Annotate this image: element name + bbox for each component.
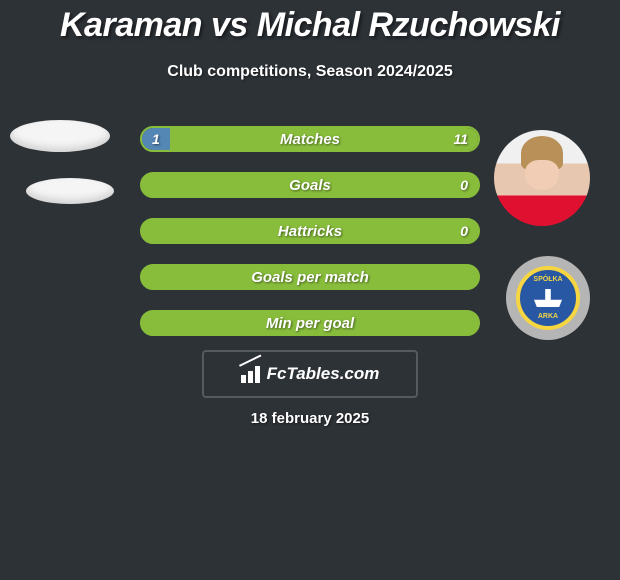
brand-box: FcTables.com: [202, 350, 418, 398]
stat-row: Matches111: [140, 126, 480, 152]
player-face-graphic: [494, 130, 590, 226]
club-logo-top-text: SPÓŁKA: [533, 276, 562, 283]
placeholder-shape-2: [26, 178, 114, 204]
stat-label: Goals per match: [142, 266, 478, 288]
stat-row: Goals0: [140, 172, 480, 198]
chart-logo-icon: [241, 365, 261, 383]
club-logo-ship-icon: [534, 289, 562, 307]
stat-value-right: 0: [460, 174, 468, 196]
stat-row: Hattricks0: [140, 218, 480, 244]
stat-value-left: 1: [152, 128, 160, 150]
date-text: 18 february 2025: [0, 410, 620, 427]
stat-row: Min per goal: [140, 310, 480, 336]
placeholder-shape-1: [10, 120, 110, 152]
title-player-left: Karaman: [60, 6, 202, 44]
header: Karaman vs Michal Rzuchowski Club compet…: [0, 0, 620, 81]
stats-chart: Matches111Goals0Hattricks0Goals per matc…: [140, 126, 480, 356]
club-logo-right: SPÓŁKA ARKA: [506, 256, 590, 340]
stat-label: Min per goal: [142, 312, 478, 334]
club-logo-inner: SPÓŁKA ARKA: [516, 266, 580, 330]
stat-label: Matches: [142, 128, 478, 150]
brand-text: FcTables.com: [267, 364, 380, 384]
stat-label: Hattricks: [142, 220, 478, 242]
stat-row: Goals per match: [140, 264, 480, 290]
player-photo-right: [494, 130, 590, 226]
title-player-right: Michal Rzuchowski: [257, 6, 560, 44]
page-title: Karaman vs Michal Rzuchowski: [0, 6, 620, 45]
title-vs: vs: [211, 6, 248, 44]
stat-value-right: 11: [453, 128, 468, 150]
club-logo-bottom-text: ARKA: [538, 313, 558, 320]
stat-value-right: 0: [460, 220, 468, 242]
subtitle: Club competitions, Season 2024/2025: [0, 63, 620, 81]
stat-label: Goals: [142, 174, 478, 196]
